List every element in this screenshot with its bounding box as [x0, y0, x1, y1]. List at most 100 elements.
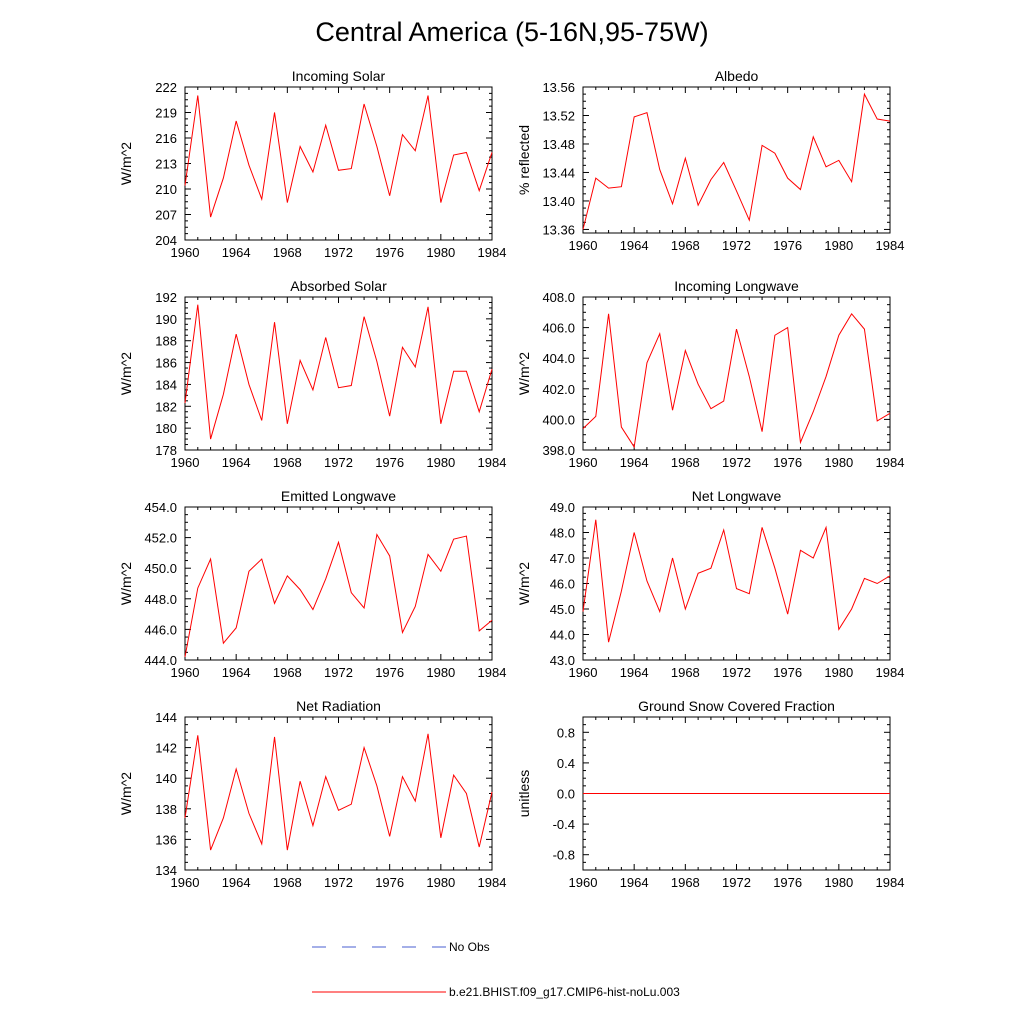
- y-tick-label: 408.0: [542, 290, 575, 305]
- x-tick-label: 1976: [773, 238, 802, 253]
- x-tick-label: 1984: [876, 455, 905, 470]
- x-tick-label: 1964: [620, 665, 649, 680]
- panel-title: Albedo: [715, 68, 759, 84]
- series-line: [184, 533, 493, 658]
- y-tick-label: 210: [155, 182, 177, 197]
- plot-frame: [184, 86, 493, 241]
- x-tick-label: 1964: [620, 875, 649, 890]
- legend: No Obs b.e21.BHIST.f09_g17.CMIP6-hist-noL…: [312, 940, 680, 999]
- x-tick-label: 1980: [426, 875, 455, 890]
- x-tick-label: 1972: [324, 875, 353, 890]
- x-tick-label: 1968: [671, 238, 700, 253]
- y-axis-label: W/m^2: [118, 142, 134, 185]
- y-tick-label: 144: [155, 710, 177, 725]
- x-tick-label: 1980: [426, 455, 455, 470]
- panel-1: Incoming Solar W/m^2 1960 1964 1968 1972 1976 1…: [118, 68, 506, 260]
- y-tick-label: 402.0: [542, 382, 575, 397]
- y-tick-label: 450.0: [144, 561, 177, 576]
- series-line: [582, 92, 891, 230]
- x-tick-label: 1968: [273, 875, 302, 890]
- panel-title: Incoming Solar: [292, 68, 386, 84]
- x-tick-label: 1968: [671, 875, 700, 890]
- panel-title: Absorbed Solar: [290, 278, 387, 294]
- plot-frame: [582, 296, 891, 451]
- y-tick-label: 45.0: [550, 602, 575, 617]
- y-tick-label: 219: [155, 106, 177, 121]
- x-tick-label: 1964: [222, 875, 251, 890]
- y-tick-label: -0.8: [553, 848, 575, 863]
- y-axis-label: W/m^2: [118, 772, 134, 815]
- series-line: [582, 312, 891, 449]
- x-tick-label: 1968: [273, 665, 302, 680]
- y-tick-label: 142: [155, 741, 177, 756]
- panel-title: Net Longwave: [692, 488, 782, 504]
- y-tick-label: 406.0: [542, 321, 575, 336]
- y-tick-label: 48.0: [550, 526, 575, 541]
- x-tick-label: 1964: [620, 238, 649, 253]
- x-tick-label: 1976: [375, 455, 404, 470]
- x-tick-label: 1960: [171, 665, 200, 680]
- x-tick-label: 1980: [824, 455, 853, 470]
- y-tick-label: 13.52: [542, 108, 575, 123]
- y-tick-label: 186: [155, 356, 177, 371]
- y-tick-label: 47.0: [550, 551, 575, 566]
- y-tick-label: 204: [155, 233, 177, 248]
- y-tick-label: 184: [155, 377, 177, 392]
- y-tick-label: 136: [155, 832, 177, 847]
- y-tick-label: 49.0: [550, 500, 575, 515]
- y-tick-label: 446.0: [144, 622, 177, 637]
- y-axis-label: unitless: [516, 770, 532, 817]
- y-tick-label: 140: [155, 771, 177, 786]
- x-tick-label: 1984: [478, 455, 507, 470]
- y-tick-label: 138: [155, 802, 177, 817]
- plot-frame: [184, 296, 493, 451]
- panel-title: Ground Snow Covered Fraction: [638, 698, 835, 714]
- y-tick-label: 13.56: [542, 80, 575, 95]
- x-tick-label: 1964: [620, 455, 649, 470]
- x-tick-label: 1984: [478, 875, 507, 890]
- x-tick-label: 1984: [876, 665, 905, 680]
- panels: Incoming Solar W/m^2 1960 1964 1968 1972 1976 1…: [118, 68, 904, 890]
- panel-title: Emitted Longwave: [281, 488, 396, 504]
- x-tick-label: 1972: [722, 665, 751, 680]
- y-axis-label: W/m^2: [516, 352, 532, 395]
- plot-frame: [582, 86, 891, 234]
- y-tick-label: 0.8: [557, 725, 575, 740]
- x-tick-label: 1960: [569, 238, 598, 253]
- y-tick-label: 43.0: [550, 653, 575, 668]
- x-tick-label: 1980: [824, 238, 853, 253]
- y-tick-label: 454.0: [144, 500, 177, 515]
- y-tick-label: 13.40: [542, 194, 575, 209]
- panel-3: Absorbed Solar W/m^2 1960 1964 1968 1972 1976 1…: [118, 278, 506, 470]
- series-line: [184, 733, 493, 851]
- x-tick-label: 1968: [671, 455, 700, 470]
- x-tick-label: 1960: [569, 875, 598, 890]
- x-tick-label: 1984: [876, 238, 905, 253]
- x-tick-label: 1972: [722, 238, 751, 253]
- x-tick-label: 1960: [171, 245, 200, 260]
- y-tick-label: 13.36: [542, 222, 575, 237]
- panel-5: Emitted Longwave W/m^2 1960 1964 1968 1972 197…: [118, 488, 506, 680]
- y-tick-label: 134: [155, 863, 177, 878]
- plot-frame: [184, 506, 493, 661]
- panel-title: Net Radiation: [296, 698, 381, 714]
- x-tick-label: 1976: [375, 875, 404, 890]
- y-tick-label: 190: [155, 312, 177, 327]
- x-tick-label: 1980: [426, 245, 455, 260]
- x-tick-label: 1972: [324, 665, 353, 680]
- x-tick-label: 1972: [324, 455, 353, 470]
- x-tick-label: 1984: [478, 665, 507, 680]
- x-tick-label: 1972: [722, 875, 751, 890]
- legend-item: b.e21.BHIST.f09_g17.CMIP6-hist-noLu.003: [312, 985, 680, 999]
- legend-label: b.e21.BHIST.f09_g17.CMIP6-hist-noLu.003: [449, 985, 680, 999]
- y-tick-label: 13.44: [542, 165, 575, 180]
- y-axis-label: W/m^2: [118, 562, 134, 605]
- x-tick-label: 1976: [375, 245, 404, 260]
- x-tick-label: 1980: [824, 665, 853, 680]
- y-tick-label: 178: [155, 443, 177, 458]
- y-tick-label: 400.0: [542, 412, 575, 427]
- x-tick-label: 1964: [222, 455, 251, 470]
- y-tick-label: 192: [155, 290, 177, 305]
- y-tick-label: 213: [155, 157, 177, 172]
- y-tick-label: 404.0: [542, 351, 575, 366]
